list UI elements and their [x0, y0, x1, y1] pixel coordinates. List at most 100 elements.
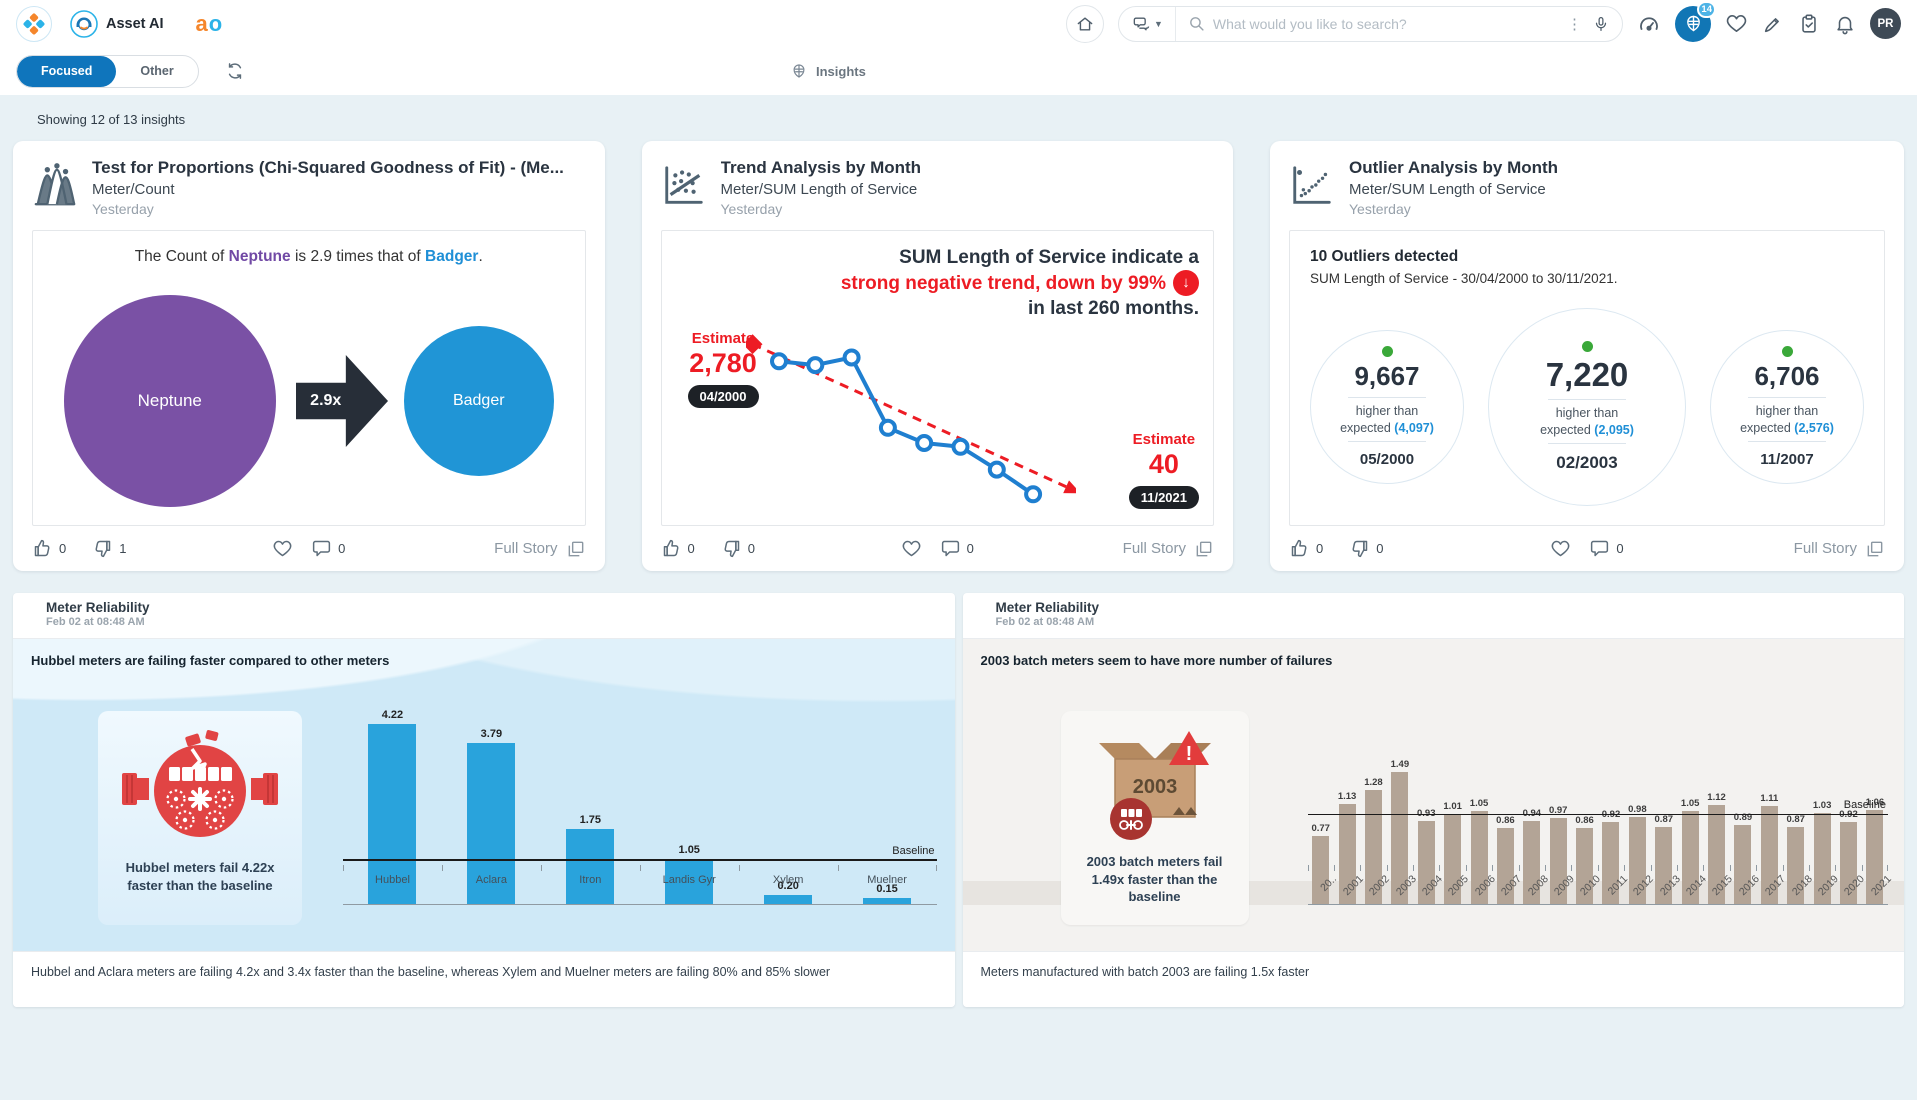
x-axis-label: 2007	[1492, 865, 1524, 905]
alerts-button[interactable]	[1834, 13, 1856, 35]
app-launcher-button[interactable]	[16, 5, 52, 42]
outlier-circle: 7,220 higher than expected (2,095) 02/2003	[1488, 308, 1686, 506]
bar-column: 0.86	[1492, 735, 1518, 904]
dislike-button[interactable]: 0	[721, 538, 755, 559]
neptune-bubble: Neptune	[63, 295, 276, 507]
dislike-button[interactable]: 1	[92, 538, 126, 559]
bar	[1549, 817, 1567, 904]
x-axis-label: 2002	[1360, 865, 1392, 905]
distribution-icon	[34, 163, 76, 206]
card-footer: 0 1 0	[32, 538, 586, 559]
bar-column: 1.11	[1756, 735, 1782, 904]
full-story-button[interactable]: Full Story	[494, 539, 585, 559]
card-trend-analysis: Trend Analysis by Month Meter/SUM Length…	[641, 141, 1233, 571]
bar-column: 0.97	[1545, 735, 1571, 904]
outlier-circle: 9,667 higher than expected (4,097) 05/2000	[1310, 330, 1464, 484]
search-options-icon[interactable]: ⋮	[1567, 15, 1582, 33]
home-button[interactable]	[1066, 4, 1104, 43]
dislike-button[interactable]: 0	[1349, 538, 1383, 559]
bar-column: 0.94	[1519, 735, 1545, 904]
card-footer: 0 0 0	[661, 538, 1215, 559]
outlier-circle: 6,706 higher than expected (2,576) 11/2007	[1710, 330, 1864, 484]
refresh-button[interactable]	[225, 61, 245, 81]
batch-box-illustration: 2003 !	[1098, 731, 1211, 840]
full-story-button[interactable]: Full Story	[1794, 539, 1885, 559]
bar	[1628, 817, 1646, 904]
bar-value-label: 1.75	[579, 814, 602, 827]
like-button[interactable]: 0	[1289, 538, 1323, 559]
comment-icon	[941, 540, 959, 557]
bar-value-label: 0.98	[1628, 804, 1647, 816]
outlier-description: higher than expected (2,576)	[1740, 403, 1834, 435]
bar-value-label: 0.15	[876, 882, 898, 895]
brand-bar-plot: 4.22 3.79 1.75 1.05 0.20 0.15 Baseline	[343, 709, 937, 905]
batch-2003-panel: 2003 ! 2003 batch meters fail 1.49x fast…	[1060, 711, 1249, 925]
arrow-right-icon	[295, 355, 388, 447]
microphone-icon[interactable]	[1592, 15, 1610, 33]
panel-caption: Hubbel meters fail 4.22x faster than the…	[125, 860, 275, 893]
bar-value-label: 1.12	[1707, 791, 1726, 803]
neptune-token: Neptune	[228, 248, 291, 265]
x-axis-label: 2004	[1413, 865, 1445, 905]
favorites-button[interactable]	[1725, 12, 1748, 35]
card-test-for-proportions: Test for Proportions (Chi-Squared Goodne…	[13, 141, 605, 571]
tasks-button[interactable]	[1798, 13, 1820, 35]
user-avatar[interactable]: PR	[1870, 8, 1901, 39]
bar	[467, 742, 516, 904]
x-axis-label: 2014	[1676, 865, 1709, 905]
comment-count: 0	[966, 541, 974, 556]
outlier-date: 02/2003	[1556, 453, 1618, 473]
asset-ai-logo[interactable]: Asset AI	[70, 9, 163, 38]
insights-notifications-button[interactable]: 14	[1675, 0, 1716, 42]
comment-icon	[1591, 540, 1609, 557]
card-title: Trend Analysis by Month	[720, 158, 922, 177]
batch-x-axis: 20.. 2001 2002 2003 2004 2005 2006 2007 2008 2009…	[1307, 865, 1894, 905]
x-axis-label: 20..	[1307, 865, 1339, 905]
home-icon	[1077, 16, 1093, 31]
like-button[interactable]: 0	[32, 538, 66, 559]
comment-button[interactable]: 0	[1589, 538, 1624, 559]
card-title: Meter Reliability	[995, 600, 1100, 615]
tab-other[interactable]: Other	[140, 64, 174, 78]
annotate-button[interactable]	[1762, 13, 1784, 35]
outlier-dot-icon	[1381, 345, 1393, 357]
trend-start-estimate: Estimate 2,780 04/2000	[687, 330, 759, 408]
dislike-count: 0	[1376, 541, 1384, 556]
tab-insights[interactable]: Insights	[790, 62, 866, 80]
x-axis-label: Hubbel	[343, 865, 442, 905]
end-date-pill: 11/2021	[1128, 486, 1199, 509]
card-subtitle: Meter/SUM Length of Service	[720, 181, 918, 198]
comment-button[interactable]: 0	[940, 538, 974, 559]
favorite-button[interactable]	[1550, 538, 1571, 559]
bar-value-label: 1.11	[1760, 792, 1779, 804]
comment-button[interactable]: 0	[311, 538, 345, 559]
search-input[interactable]	[1212, 15, 1557, 32]
gauge-button[interactable]	[1637, 12, 1661, 36]
open-window-icon	[1196, 541, 1212, 556]
x-axis-label: 2021	[1861, 865, 1894, 905]
bar	[1391, 771, 1409, 904]
favorite-button[interactable]	[272, 538, 293, 559]
full-story-button[interactable]: Full Story	[1123, 539, 1214, 559]
dislike-count: 1	[119, 541, 127, 556]
bar	[1787, 826, 1805, 904]
bar	[1470, 810, 1488, 904]
thumbs-down-icon	[724, 540, 739, 558]
bar-value-label: 0.87	[1786, 813, 1805, 825]
bar-value-label: 0.86	[1575, 814, 1594, 826]
tab-focused[interactable]: Focused	[17, 55, 117, 87]
bar-column: 0.86	[1571, 735, 1597, 904]
like-button[interactable]: 0	[661, 538, 695, 559]
bar-column: 1.12	[1703, 735, 1729, 904]
thumbs-down-icon	[95, 540, 111, 558]
x-axis-label: 2012	[1624, 865, 1656, 905]
dislike-count: 0	[747, 541, 755, 556]
card-title: Test for Proportions (Chi-Squared Goodne…	[92, 158, 564, 177]
favorite-button[interactable]	[901, 538, 922, 559]
trend-headline: SUM Length of Service indicate a strong …	[840, 247, 1199, 320]
search-scope-dropdown[interactable]: ▼	[1119, 6, 1176, 41]
card-footer: 0 0 0	[1289, 538, 1885, 559]
summary-text: Meters manufactured with batch 2003 are …	[962, 951, 1904, 1007]
bar-column: 0.87	[1651, 735, 1677, 904]
insights-label: Insights	[816, 63, 866, 79]
